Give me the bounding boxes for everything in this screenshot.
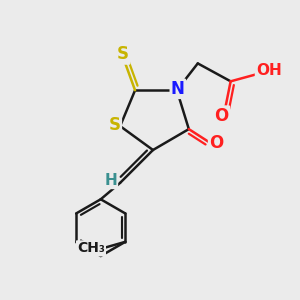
Text: OH: OH xyxy=(256,63,282,78)
Text: N: N xyxy=(171,80,185,98)
Text: S: S xyxy=(117,45,129,63)
Text: O: O xyxy=(209,134,224,152)
Text: CH₃: CH₃ xyxy=(77,242,105,255)
Text: O: O xyxy=(214,107,229,125)
Text: S: S xyxy=(109,116,121,134)
Text: H: H xyxy=(104,173,117,188)
